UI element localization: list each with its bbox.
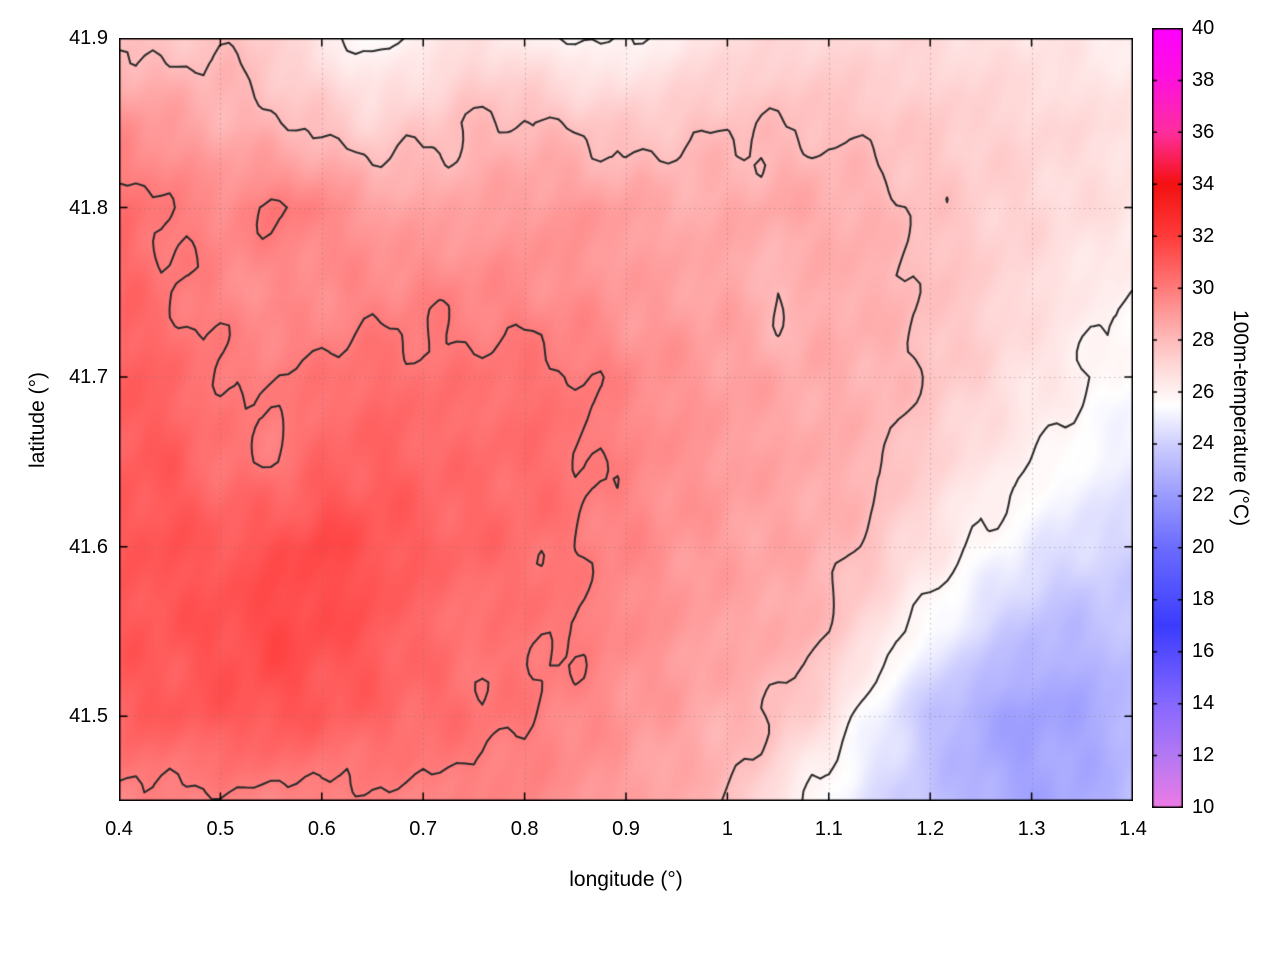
- colorbar-tick-label: 14: [1192, 692, 1215, 715]
- x-tick-label: 1.4: [1119, 818, 1147, 840]
- x-tick-label: 1: [721, 818, 733, 840]
- x-tick-label: 0.4: [105, 818, 133, 840]
- x-tick-label: 1.2: [916, 818, 945, 840]
- x-tick-label: 1.3: [1017, 818, 1046, 840]
- x-tick-label: 0.8: [510, 818, 539, 840]
- x-tick-label: 0.9: [612, 818, 640, 840]
- colorbar-tick-label: 34: [1192, 172, 1215, 195]
- y-tick-label: 41.6: [69, 535, 108, 558]
- y-tick-label: 41.8: [69, 196, 108, 219]
- y-tick-label: 41.7: [69, 366, 108, 389]
- colorbar-tick-label: 12: [1192, 744, 1215, 767]
- colorbar-tick-label: 36: [1192, 120, 1215, 143]
- x-tick-label: 1.1: [814, 818, 843, 840]
- colorbar-tick-label: 32: [1192, 224, 1215, 247]
- x-tick-label: 0.5: [206, 818, 235, 840]
- y-axis-title: latitude (°): [26, 372, 49, 468]
- x-tick-label: 0.7: [409, 818, 438, 840]
- colorbar-title: 100m-temperature (°C): [1229, 309, 1252, 527]
- colorbar-tick-label: 30: [1192, 276, 1215, 299]
- colorbar-tick-label: 22: [1192, 484, 1215, 507]
- colorbar-tick-label: 40: [1192, 17, 1215, 39]
- colorbar-tick-label: 16: [1192, 640, 1215, 663]
- colorbar-tick-label: 26: [1192, 380, 1215, 403]
- colorbar-tick-label: 38: [1192, 68, 1215, 91]
- y-tick-label: 41.5: [69, 705, 108, 728]
- heatmap-canvas: [119, 38, 1133, 801]
- colorbar-tick-label: 20: [1192, 536, 1215, 559]
- x-axis-title: longitude (°): [569, 868, 683, 891]
- colorbar: [1152, 28, 1183, 808]
- colorbar-tick-label: 24: [1192, 432, 1215, 455]
- colorbar-tick-label: 10: [1192, 796, 1215, 818]
- colorbar-tick-label: 18: [1192, 588, 1215, 611]
- y-tick-label: 41.9: [69, 27, 108, 49]
- x-tick-label: 0.6: [307, 818, 336, 840]
- colorbar-tick-label: 28: [1192, 328, 1215, 351]
